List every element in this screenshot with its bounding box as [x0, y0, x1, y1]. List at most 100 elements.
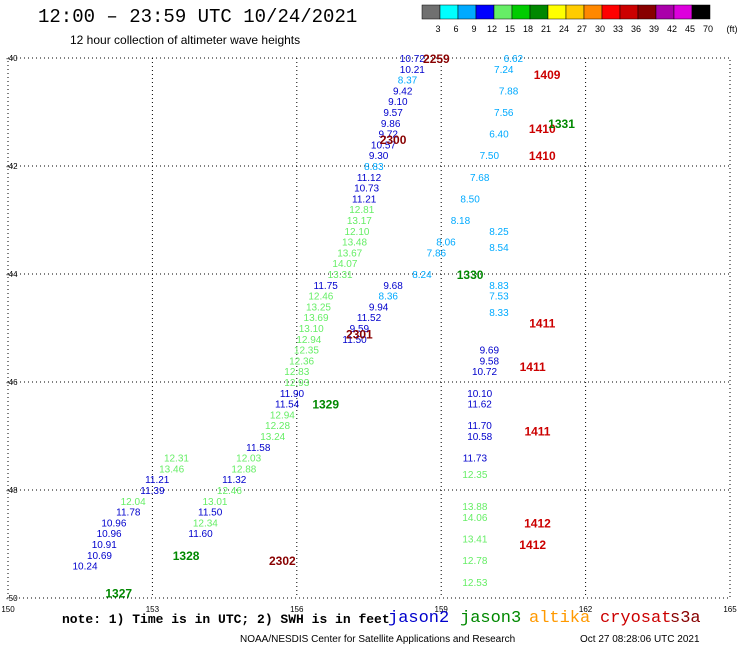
wave-height-point: 9.58 [480, 356, 500, 367]
wave-height-point: 11.39 [140, 486, 165, 497]
wave-height-point: 9.30 [369, 151, 389, 162]
chart-title: 12:00 – 23:59 UTC 10/24/2021 [38, 6, 358, 28]
wave-height-point: 13.41 [462, 535, 487, 546]
wave-height-point: 12.46 [308, 292, 333, 303]
wave-height-point: 10.96 [101, 518, 126, 529]
pass-time-label: 2302 [269, 554, 296, 568]
wave-height-point: 11.90 [280, 389, 305, 400]
wave-height-point: 10.72 [400, 54, 425, 65]
colorbar-tick-label: 45 [685, 24, 695, 34]
footer-credit: NOAA/NESDIS Center for Satellite Applica… [240, 634, 516, 645]
wave-height-point: 9.42 [393, 86, 413, 97]
pass-time-label: 1410 [529, 122, 556, 136]
wave-height-point: 8.83 [364, 162, 384, 173]
wave-height-point: 10.96 [97, 529, 122, 540]
wave-height-point: 14.06 [462, 513, 487, 524]
wave-height-point: 9.86 [381, 119, 401, 130]
pass-time-label: 2300 [380, 133, 407, 147]
wave-height-point: 12.78 [462, 556, 487, 567]
colorbar-tick-label: 3 [435, 24, 440, 34]
x-tick-label: 153 [146, 605, 160, 614]
pass-time-label: 1327 [105, 587, 132, 601]
wave-height-point: 7.50 [480, 151, 500, 162]
wave-height-point: 12.94 [296, 335, 321, 346]
wave-height-point: 12.53 [462, 578, 487, 589]
wave-height-point: 13.25 [306, 302, 331, 313]
wave-height-point: 12.81 [349, 205, 374, 216]
x-tick-label: 159 [435, 605, 449, 614]
wave-height-point: 13.88 [462, 502, 487, 513]
colorbar-tick-label: 36 [631, 24, 641, 34]
wave-height-point: 10.21 [400, 65, 425, 76]
colorbar-tick-label: 12 [487, 24, 497, 34]
colorbar-tick-label: 9 [471, 24, 476, 34]
colorbar-swatch [691, 4, 711, 20]
pass-time-label: 2259 [423, 52, 450, 66]
satellite-s3a-label: s3a [670, 609, 701, 628]
pass-time-label: 1411 [520, 360, 546, 374]
pass-time-label: 1409 [534, 68, 561, 82]
wave-height-point: 8.54 [489, 243, 509, 254]
colorbar-tick-label: 70 [703, 24, 713, 34]
wave-height-point: 12.34 [193, 518, 218, 529]
wave-height-point: 11.73 [463, 454, 488, 465]
wave-height-point: 6.40 [489, 130, 509, 141]
plot-area: 150 153 156 159 162 165-40-42-44-46-48-5010.7… [1, 52, 737, 614]
wave-height-point: 9.57 [383, 108, 403, 119]
wave-height-point: 7.88 [499, 86, 519, 97]
x-tick-label: 162 [579, 605, 593, 614]
wave-height-point: 13.01 [202, 497, 227, 508]
colorbar-tick-label: 18 [523, 24, 533, 34]
wave-height-point: 7.24 [494, 65, 514, 76]
wave-height-point: 10.10 [467, 389, 492, 400]
wave-height-point: 7.86 [427, 248, 447, 259]
wave-height-point: 7.53 [489, 292, 509, 303]
plot-frame [7, 57, 731, 599]
wave-height-point: 11.12 [357, 173, 382, 184]
pass-time-label: 1331 [548, 117, 575, 131]
wave-height-point: 13.48 [342, 238, 367, 249]
wave-height-point: 10.91 [92, 540, 117, 551]
y-tick-label: -50 [6, 594, 18, 603]
pass-time-label: 2301 [346, 327, 373, 341]
colorbar-tick-label: 42 [667, 24, 677, 34]
colorbar-tick-label: 21 [541, 24, 551, 34]
wave-height-point: 8.50 [460, 194, 480, 205]
wave-height-point: 11.54 [275, 400, 300, 411]
colorbar-tick-label: 15 [505, 24, 515, 34]
wave-height-point: 12.28 [265, 421, 290, 432]
pass-time-label: 1410 [529, 149, 556, 163]
y-tick-label: -48 [6, 486, 18, 495]
wave-height-point: 11.52 [357, 313, 382, 324]
wave-height-point: 8.33 [489, 308, 509, 319]
wave-height-point: 7.56 [494, 108, 514, 119]
satellite-jason3-label: jason3 [460, 609, 522, 628]
wave-height-point: 9.10 [388, 97, 408, 108]
y-tick-label: -44 [6, 270, 18, 279]
wave-height-point: 9.69 [480, 346, 500, 357]
satellite-jason2-label: jason2 [388, 609, 450, 628]
x-tick-label: 150 [1, 605, 15, 614]
pass-time-label: 1412 [519, 538, 546, 552]
wave-height-point: 9.59 [350, 324, 370, 335]
wave-height-point: 11.75 [314, 281, 339, 292]
wave-height-point: 12.35 [462, 470, 487, 481]
wave-height-point: 11.58 [246, 443, 271, 454]
y-tick-label: -46 [6, 378, 18, 387]
wave-height-point: 12.31 [164, 454, 189, 465]
wave-height-point: 11.78 [116, 508, 141, 519]
wave-height-point: 8.83 [489, 281, 509, 292]
pass-time-label: 1411 [524, 425, 550, 439]
colorbar-tick-label: (ft) [727, 24, 738, 34]
wave-height-point: 8.25 [489, 227, 509, 238]
wave-height-point: 9.68 [383, 281, 403, 292]
chart-subtitle: 12 hour collection of altimeter wave hei… [70, 33, 301, 47]
wave-height-point: 12.94 [270, 410, 295, 421]
wave-height-point: 12.10 [344, 227, 369, 238]
colorbar-tick-label: 33 [613, 24, 623, 34]
wave-height-point: 8.06 [436, 238, 456, 249]
wave-height-point: 7.68 [470, 173, 490, 184]
colorbar-tick-label: 39 [649, 24, 659, 34]
wave-height-point: 10.57 [371, 140, 396, 151]
x-tick-label: 165 [723, 605, 737, 614]
